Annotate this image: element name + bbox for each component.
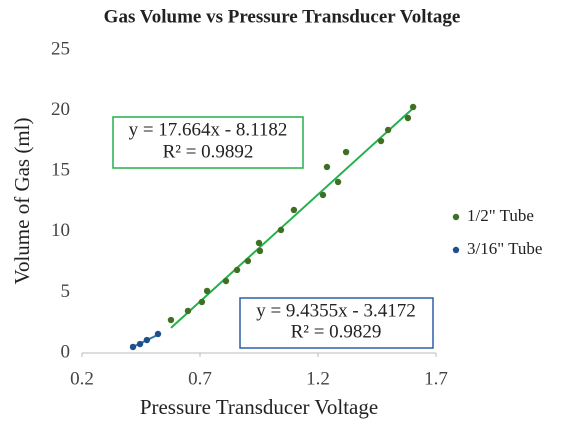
trendline xyxy=(170,107,414,329)
y-tick-label: 0 xyxy=(61,341,71,362)
y-tick-label: 20 xyxy=(51,99,70,120)
data-point xyxy=(198,298,206,306)
data-point xyxy=(244,257,252,265)
data-point xyxy=(334,178,342,186)
data-point xyxy=(129,343,137,351)
data-point xyxy=(319,191,327,199)
legend-label: 1/2" Tube xyxy=(467,206,534,225)
data-point xyxy=(167,316,175,324)
data-point xyxy=(203,287,211,295)
data-point xyxy=(290,206,298,214)
data-point xyxy=(255,239,263,247)
trendline-equation: y = 17.664x - 8.1182 xyxy=(129,119,288,140)
legend-marker xyxy=(452,213,460,221)
r-squared: R² = 0.9892 xyxy=(163,141,254,162)
trendline-equation: y = 9.4355x - 3.4172 xyxy=(256,300,416,321)
data-point xyxy=(404,114,412,122)
data-point xyxy=(184,307,192,315)
data-point xyxy=(143,336,151,344)
data-point xyxy=(136,340,144,348)
x-tick-label: 1.2 xyxy=(306,368,330,389)
x-tick-label: 0.2 xyxy=(70,368,94,389)
y-tick-label: 5 xyxy=(61,281,71,302)
x-tick-label: 0.7 xyxy=(188,368,212,389)
data-point xyxy=(384,126,392,134)
r-squared: R² = 0.9829 xyxy=(291,321,382,342)
y-tick-label: 10 xyxy=(51,220,70,241)
legend-label: 3/16" Tube xyxy=(467,239,542,258)
x-tick-label: 1.7 xyxy=(424,368,448,389)
data-point xyxy=(222,277,230,285)
data-point xyxy=(377,137,385,145)
legend-marker xyxy=(452,246,460,254)
data-point xyxy=(277,226,285,234)
y-axis-label: Volume of Gas (ml) xyxy=(10,117,34,284)
y-tick-label: 25 xyxy=(51,38,70,59)
data-point xyxy=(233,266,241,274)
equation-box xyxy=(112,116,304,169)
data-point xyxy=(154,330,162,338)
data-point xyxy=(409,103,417,111)
y-tick-label: 15 xyxy=(51,160,70,181)
data-point xyxy=(342,148,350,156)
data-point xyxy=(323,163,331,171)
chart-title: Gas Volume vs Pressure Transducer Voltag… xyxy=(104,6,461,27)
data-point xyxy=(256,247,264,255)
equation-box xyxy=(239,297,434,349)
x-axis-label: Pressure Transducer Voltage xyxy=(140,395,378,419)
